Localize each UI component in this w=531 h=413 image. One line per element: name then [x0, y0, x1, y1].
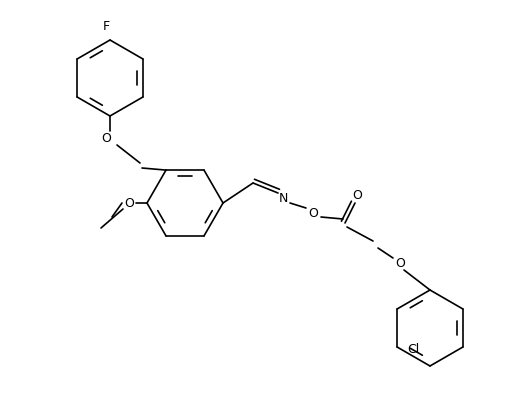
Text: Cl: Cl [407, 343, 419, 356]
Text: O: O [352, 189, 362, 202]
Text: O: O [395, 257, 405, 270]
Text: O: O [308, 207, 318, 220]
Text: O: O [124, 197, 134, 210]
Text: O: O [101, 132, 111, 145]
Text: F: F [102, 20, 109, 33]
Text: N: N [278, 192, 288, 205]
